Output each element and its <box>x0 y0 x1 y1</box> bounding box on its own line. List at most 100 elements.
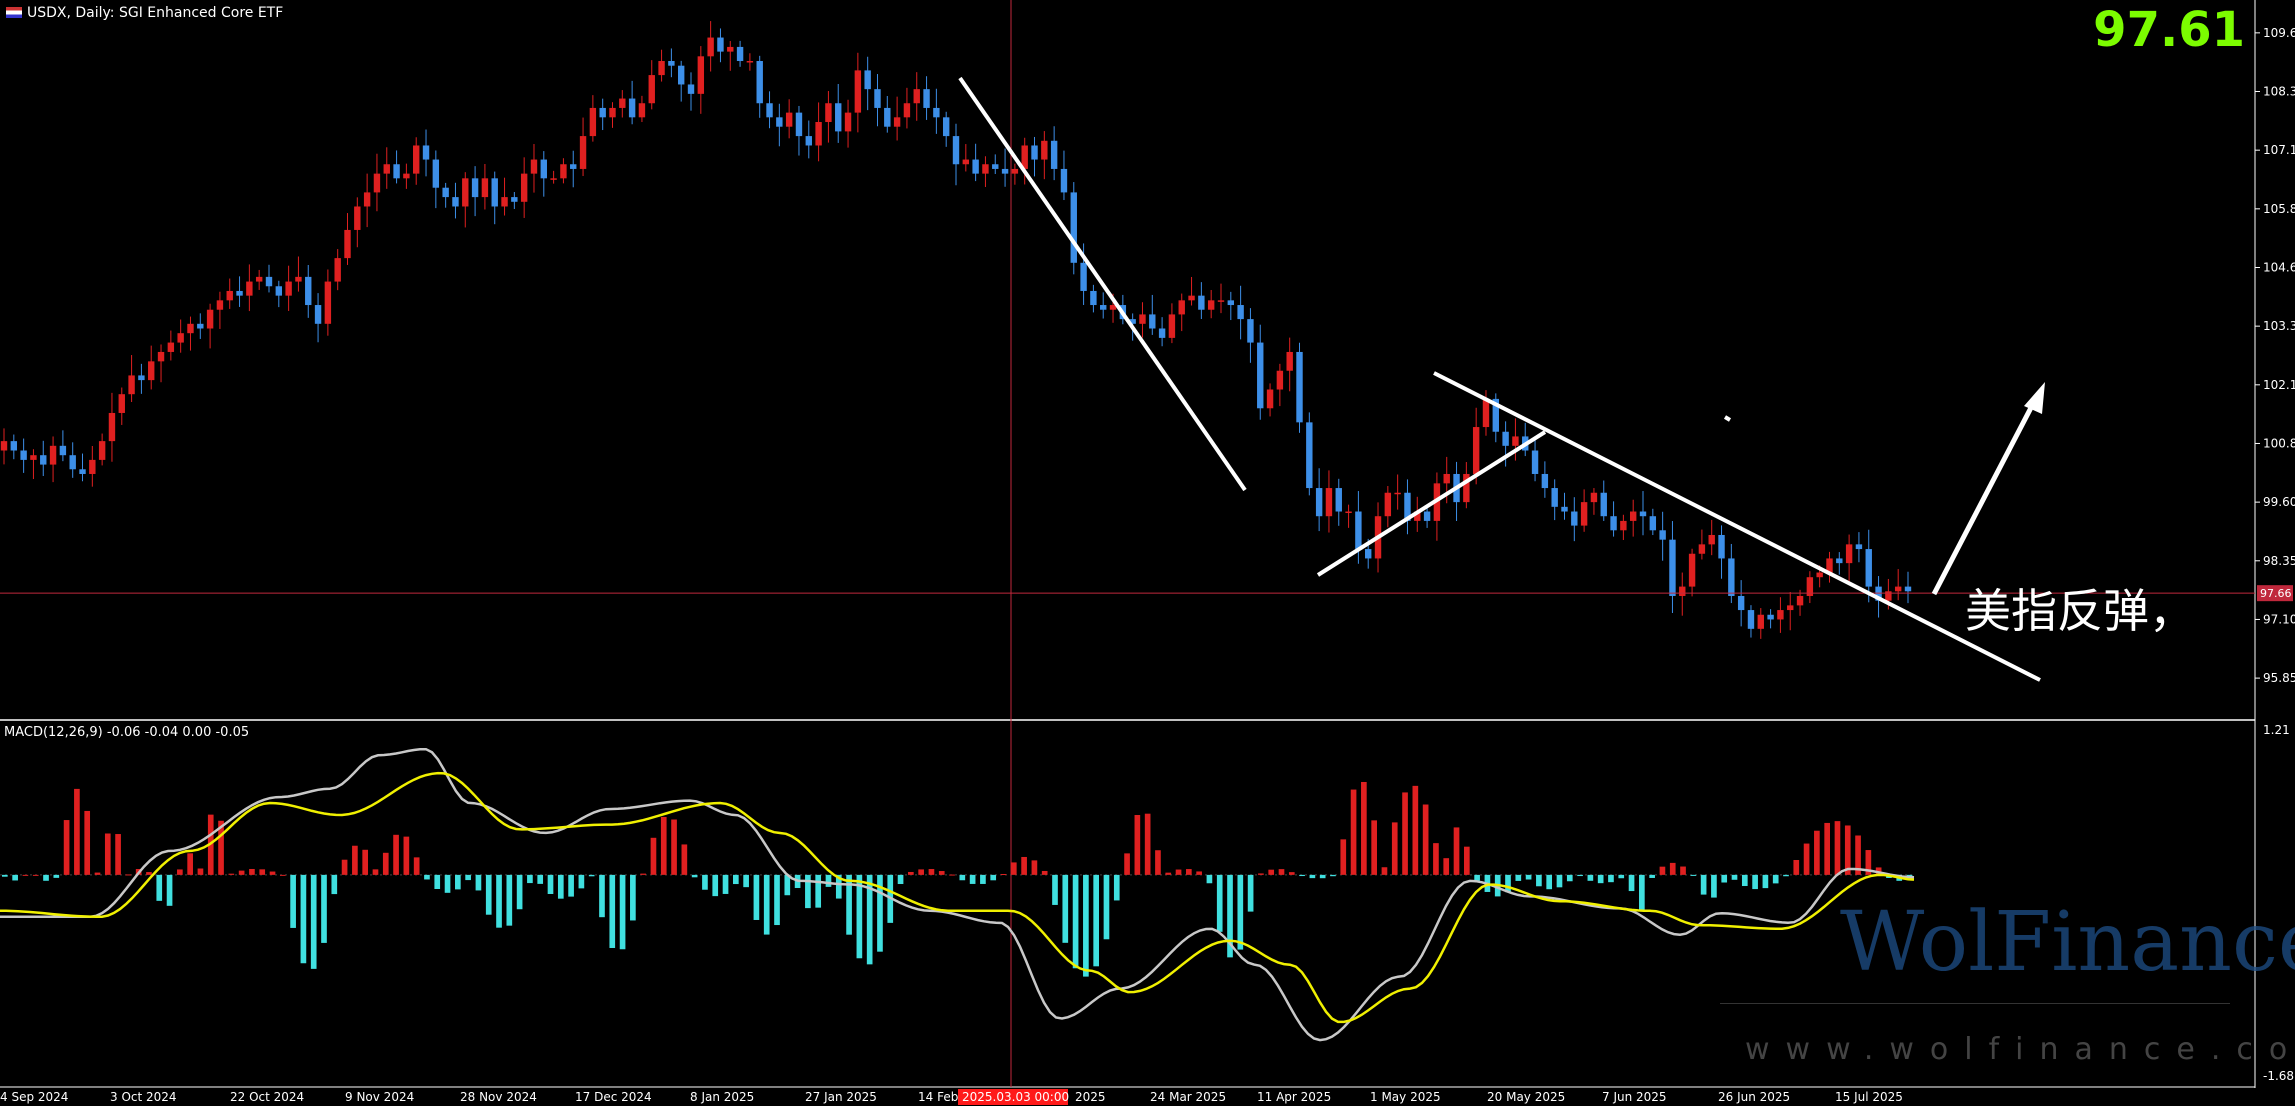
candle-body <box>1885 591 1892 601</box>
macd-histogram-bar <box>1010 862 1017 875</box>
candle-body <box>305 276 312 306</box>
macd-histogram-bar <box>1608 874 1614 883</box>
candle-body <box>393 164 400 179</box>
candle-body <box>334 258 341 282</box>
macd-histogram-bar <box>918 869 924 875</box>
candle-body <box>98 441 106 460</box>
candle-body <box>825 103 832 123</box>
candle-body <box>913 89 920 104</box>
macd-histogram-bar <box>1144 813 1151 875</box>
candle-body <box>226 290 233 301</box>
macd-histogram-bar <box>1731 874 1738 880</box>
candle-body <box>1737 595 1745 611</box>
macd-histogram-bar <box>1834 821 1841 875</box>
candle-body <box>1011 168 1019 174</box>
candle-body <box>815 122 822 146</box>
macd-histogram-bar <box>557 874 564 899</box>
candle-body <box>648 75 655 104</box>
candle-body <box>952 136 960 165</box>
current-price-tag <box>2257 585 2293 602</box>
candle-body <box>0 441 8 451</box>
candle-body <box>30 455 37 460</box>
macd-histogram-bar <box>1134 815 1141 875</box>
candle-body <box>1404 492 1411 521</box>
macd-histogram-bar <box>856 874 863 959</box>
candle-body <box>354 206 361 230</box>
time-tick-label: 20 May 2025 <box>1487 1090 1565 1104</box>
candle-body <box>108 412 116 442</box>
candle-body <box>314 305 322 324</box>
candle-body <box>373 173 381 193</box>
candle-body <box>1894 586 1902 592</box>
candle-body <box>530 159 538 174</box>
macd-histogram-bar <box>1031 860 1038 875</box>
macd-histogram-bar <box>94 872 101 875</box>
macd-histogram-bar <box>1165 872 1172 875</box>
candle-body <box>1708 534 1715 545</box>
time-tick-label: 28 Nov 2024 <box>460 1090 537 1104</box>
macd-histogram-bar <box>1814 830 1820 875</box>
macd-histogram-bar <box>321 874 327 943</box>
candle-body <box>1207 300 1215 310</box>
price-tick-label: 98.35 <box>2263 554 2295 568</box>
candle-body <box>1855 544 1863 550</box>
candle-body <box>1659 530 1666 540</box>
candle-body <box>1100 305 1107 310</box>
macd-histogram-bar <box>1865 850 1872 875</box>
macd-histogram-bar <box>506 874 513 926</box>
macd-histogram-bar <box>753 874 760 920</box>
candle-body <box>1836 558 1843 564</box>
watermark-logo: WolFinance <box>1840 895 2295 990</box>
macd-histogram-bar <box>1268 869 1275 875</box>
macd-histogram-bar <box>1515 874 1522 881</box>
macd-histogram-bar <box>1536 874 1542 887</box>
candle-body <box>1257 342 1264 409</box>
macd-histogram-bar <box>63 820 70 875</box>
macd-histogram-bar <box>1690 874 1697 876</box>
time-tick-label: 4 Sep 2024 <box>0 1090 68 1104</box>
candle-body <box>609 107 616 118</box>
macd-histogram-bar <box>1196 871 1202 875</box>
candle-body <box>707 37 714 57</box>
candle-body <box>20 450 27 460</box>
price-tick-label: 107.10 <box>2263 143 2295 157</box>
macd-histogram-bar <box>599 874 605 918</box>
candle-body <box>756 61 763 104</box>
macd-histogram-bar <box>53 874 60 878</box>
candle-body <box>1139 314 1146 324</box>
macd-histogram-bar <box>146 872 152 875</box>
macd-histogram-bar <box>866 874 873 965</box>
macd-histogram-bar <box>1391 822 1398 875</box>
crosshair-date-tag <box>958 1089 1068 1105</box>
candle-body <box>1904 586 1912 592</box>
macd-histogram-bar <box>218 820 224 875</box>
candle-body <box>942 117 950 137</box>
macd-histogram-bar <box>671 819 677 875</box>
time-tick-label: 9 Nov 2024 <box>345 1090 414 1104</box>
macd-histogram-bar <box>382 852 389 875</box>
candle-body <box>1639 511 1647 517</box>
candle-body <box>1502 431 1509 446</box>
candle-body <box>1217 300 1225 302</box>
candle-body <box>255 276 263 282</box>
macd-histogram-bar <box>341 859 348 875</box>
macd-histogram-bar <box>1752 874 1758 890</box>
candle-body <box>727 46 734 52</box>
candle-body <box>1335 488 1342 512</box>
macd-histogram-bar <box>1546 874 1553 890</box>
macd-histogram-bar <box>1453 827 1460 875</box>
price-tick-label: 99.60 <box>2263 495 2295 509</box>
macd-histogram-bar <box>691 874 698 878</box>
macd-histogram-bar <box>249 868 255 875</box>
macd-histogram-bar <box>877 874 883 952</box>
current-price-display: 97.61 <box>2093 2 2245 58</box>
candle-body <box>1178 300 1185 315</box>
candle-body <box>501 197 508 207</box>
candle-body <box>79 469 86 474</box>
macd-histogram-bar <box>166 874 173 906</box>
macd-histogram-bar <box>1093 874 1100 967</box>
candle-body <box>1649 516 1657 531</box>
candle-body <box>599 107 606 118</box>
macd-histogram-bar <box>835 874 842 899</box>
